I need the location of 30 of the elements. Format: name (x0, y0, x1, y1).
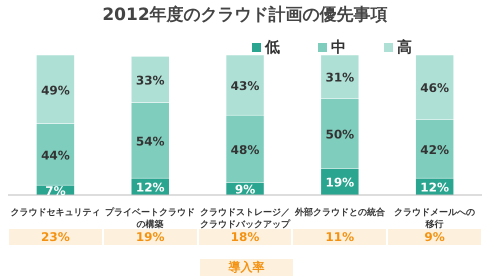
data-label: 31% (325, 70, 354, 85)
x-tick-label: クラウドメールへの移行 (394, 208, 476, 230)
data-label: 48% (230, 142, 260, 157)
table-cell: 23% (9, 229, 102, 245)
legend-label: 低 (265, 38, 280, 56)
text: 導入率 (200, 259, 293, 276)
data-label: 12% (136, 180, 165, 195)
data-label: 33% (136, 74, 165, 88)
legend-label: 中 (331, 38, 346, 56)
chart-title: 2012年度のクラウド計画の優先事項 (101, 4, 389, 26)
data-label: 50% (325, 127, 354, 142)
table-cell: 18% (198, 229, 292, 245)
data-label: 43% (230, 79, 260, 94)
table-cell: 19% (104, 229, 197, 245)
x-tick-label: クラウドストレージ／クラウドバックアップ (200, 208, 291, 230)
data-label: 46% (420, 81, 450, 96)
table-cell: 9% (388, 229, 481, 245)
data-label: 42% (420, 142, 450, 157)
table-cell: 11% (293, 229, 386, 245)
data-label: 44% (41, 148, 70, 162)
data-label: 49% (41, 83, 70, 98)
data-label: 19% (325, 176, 354, 190)
legend-label: 高 (397, 38, 412, 56)
x-tick-label: プライベートクラウドの構築 (105, 207, 196, 230)
x-tick-label: 外部クラウドとの統合 (294, 207, 386, 218)
x-tick-label: クラウドセキュリティ (10, 208, 100, 218)
data-label: 9% (234, 182, 256, 197)
data-label: 12% (420, 180, 450, 195)
data-label: 7% (45, 184, 66, 198)
data-label: 54% (136, 134, 165, 148)
